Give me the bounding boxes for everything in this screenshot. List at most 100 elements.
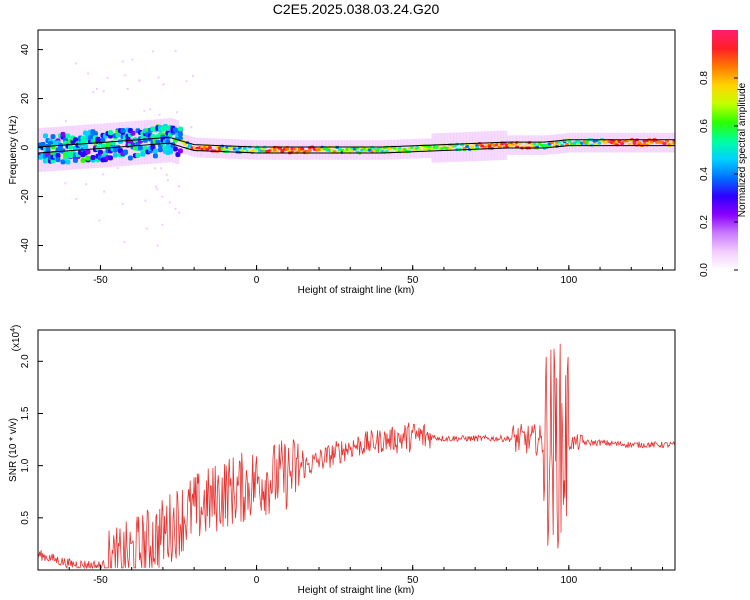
spectrogram-cell (177, 148, 183, 154)
spectrogram-halo (384, 140, 389, 160)
spectrogram-cell (150, 144, 156, 150)
spectrogram-speck (156, 244, 159, 247)
spectrogram-cell (120, 128, 126, 134)
spectrogram-speck (87, 72, 90, 75)
snr-scale-suffix: ) (11, 325, 22, 328)
spectrogram-speck (162, 83, 165, 86)
spectrogram-halo (247, 139, 252, 160)
spectrogram-halo (447, 132, 452, 163)
spectrogram-halo (97, 123, 102, 168)
spectrogram-speck (156, 188, 159, 191)
colorbar-gradient (712, 30, 738, 270)
spectrogram-speck (151, 50, 154, 53)
spectrogram-halo (528, 135, 533, 155)
spectrogram-speck (192, 74, 195, 77)
spectrogram-halo (590, 132, 595, 153)
spectrogram-speck (149, 108, 152, 111)
spectrogram-frame (37, 29, 676, 271)
spectrogram-cell (100, 137, 106, 143)
spectrogram-halo (600, 132, 605, 153)
spectrogram-cell (157, 147, 163, 153)
spectrogram-speck (75, 197, 78, 200)
y-tick-label: 1.0 (20, 458, 31, 472)
spectrogram-cell (130, 130, 136, 136)
spectrogram-cell (292, 147, 297, 151)
spectrogram-speck (75, 62, 78, 65)
spectrogram-speck (174, 207, 177, 210)
spectrogram-speck (123, 241, 126, 244)
frequency-band-lower (37, 142, 675, 154)
spectrogram-speck (166, 179, 169, 182)
spectrogram-speck (178, 185, 181, 188)
spectrogram-halo (78, 125, 83, 170)
spectrogram-cell (100, 143, 106, 149)
spectrogram-cell (105, 142, 111, 148)
spectrogram-halo (518, 135, 523, 155)
spectrogram-cell (50, 134, 56, 140)
spectrogram-cell (585, 140, 590, 144)
spectrogram-speck (138, 79, 141, 82)
x-tick-label: 50 (407, 575, 419, 586)
spectrogram-speck (165, 173, 168, 176)
spectrogram-halo (675, 133, 679, 153)
spectrogram-cell (55, 157, 61, 163)
spectrogram-cell (300, 147, 305, 151)
spectrogram-cell (97, 149, 103, 155)
spectrogram-speck (103, 190, 106, 193)
spectrogram-cell (90, 154, 96, 160)
spectrogram-cell (430, 147, 435, 151)
spectrogram-halo (390, 139, 395, 160)
spectrogram-halo (587, 132, 592, 153)
spectrogram-cell (402, 148, 407, 152)
spectrogram-speck (144, 199, 147, 202)
y-tick-label: 0 (20, 144, 31, 150)
x-tick-label: 100 (560, 575, 577, 586)
spectrogram-cell (497, 145, 502, 149)
spectrogram-cell (60, 131, 66, 137)
spectrogram-cell (65, 133, 71, 139)
spectrogram-y-ticks: -40 -20 0 20 40 (20, 44, 43, 253)
spectrogram-halo (38, 127, 42, 173)
spectrogram-speck (131, 58, 134, 61)
spectrogram-cell (672, 141, 675, 145)
spectrogram-cell (65, 159, 71, 165)
y-tick-label: 2.0 (20, 354, 31, 368)
spectrogram-panel: -50 0 50 100 -40 -20 0 20 40 Height of straight… (8, 29, 679, 296)
spectrogram-halo (122, 121, 127, 166)
spectrogram-speck (102, 90, 105, 93)
spectrogram-speck (98, 219, 101, 222)
colorbar-tick-label: 0.0 (699, 263, 710, 277)
spectrogram-speck (161, 223, 164, 226)
snr-scale-note: (x104) (10, 325, 22, 352)
snr-x-ticks: -50 0 50 100 (37, 565, 664, 586)
spectrogram-speck (64, 120, 67, 123)
spectrogram-speck (157, 76, 160, 79)
spectrogram-cell (107, 155, 113, 161)
spectrogram-halo (462, 132, 467, 162)
spectrogram-halo (625, 132, 630, 153)
colorbar-tick-label: 0.6 (699, 119, 710, 133)
spectrogram-cell (675, 143, 679, 146)
spectrogram-cell (72, 137, 78, 143)
spectrogram-halo (356, 140, 361, 160)
spectrogram-y-axis-label: Frequency (Hz) (8, 116, 19, 185)
spectrogram-halo (116, 122, 121, 167)
snr-x-axis-label: Height of straight line (km) (298, 585, 415, 596)
spectrogram-x-axis-label: Height of straight line (km) (298, 285, 415, 296)
spectrogram-cell (50, 158, 56, 164)
spectrogram-halo (184, 135, 189, 155)
y-tick-label: -40 (20, 238, 31, 253)
spectrogram-x-ticks: -50 0 50 100 (37, 265, 664, 286)
spectrogram-speck (190, 126, 193, 129)
spectrogram-cell (632, 141, 637, 145)
spectrogram-cell (260, 147, 265, 151)
spectrogram-cell (675, 142, 679, 145)
spectrogram-halo (119, 122, 124, 167)
spectrogram-cell (187, 143, 192, 147)
spectrogram-speck (161, 195, 164, 198)
x-tick-label: -50 (93, 275, 108, 286)
spectrogram-halo (178, 133, 183, 153)
snr-scale-prefix: (x10 (11, 331, 22, 351)
colorbar: 0.0 0.2 0.4 0.6 0.8 Normalized spectral ampl… (699, 30, 748, 277)
